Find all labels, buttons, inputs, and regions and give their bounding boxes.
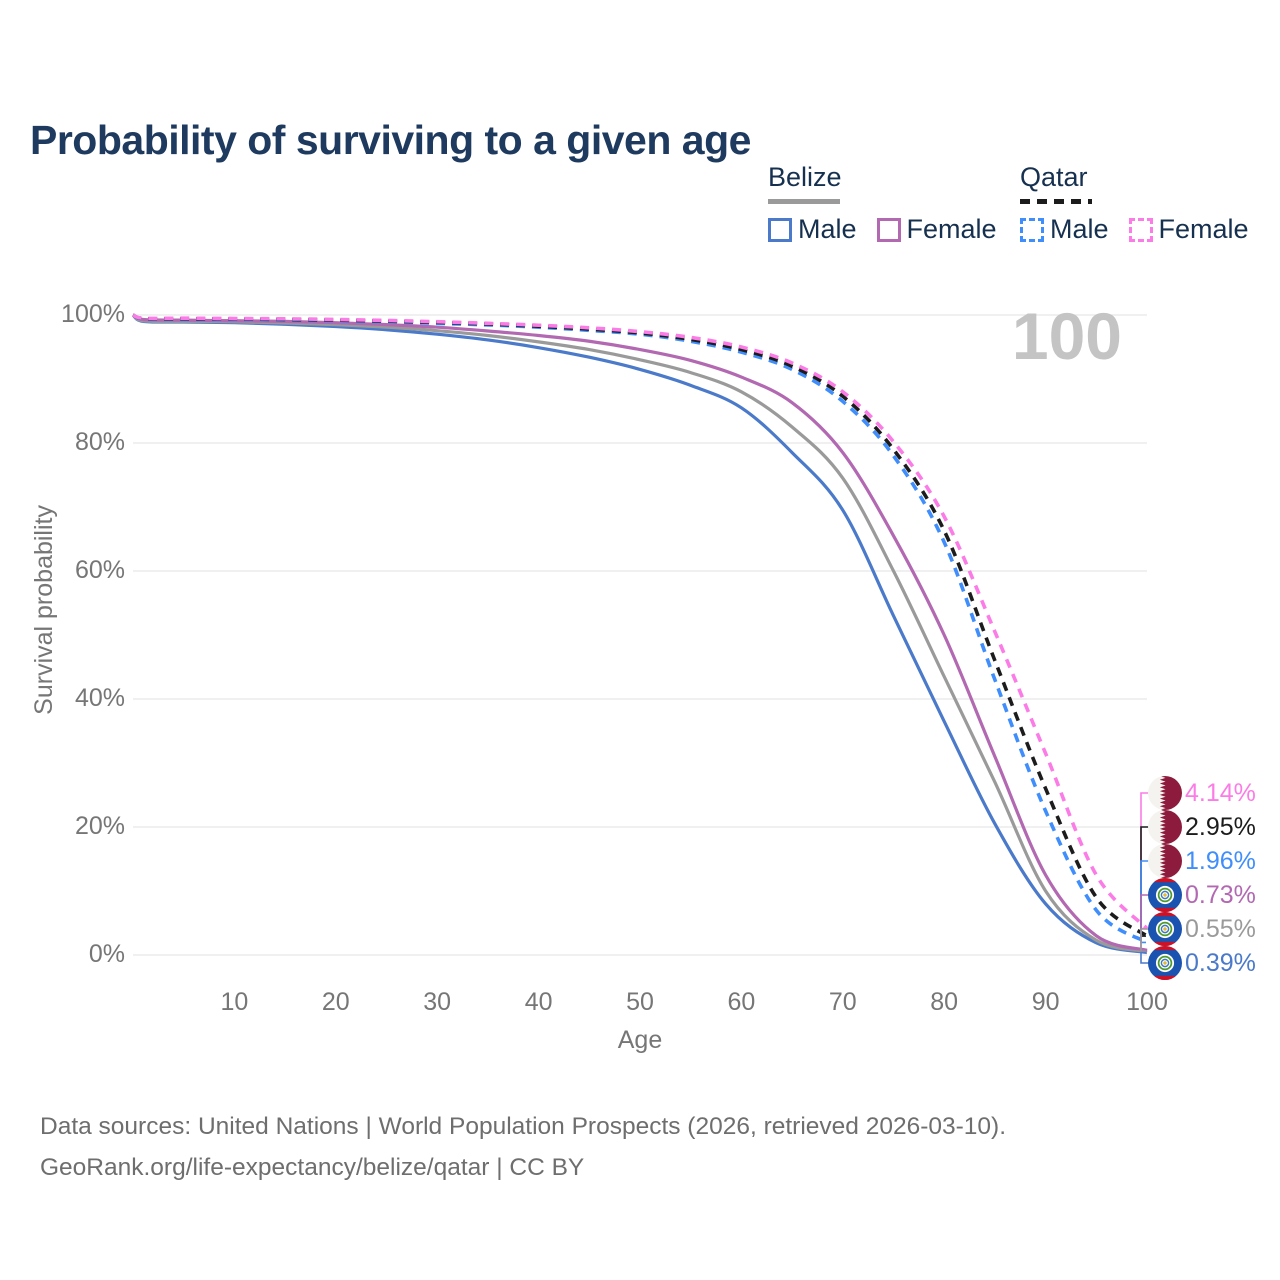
- legend-item-qatar-female[interactable]: Female: [1128, 214, 1249, 245]
- end-label-value: 0.39%: [1185, 948, 1256, 977]
- belize-combined-line-swatch: [768, 199, 840, 204]
- legend-item-qatar-male[interactable]: Male: [1020, 214, 1109, 245]
- page-title: Probability of surviving to a given age: [30, 117, 751, 164]
- legend-belize-female-label: Female: [906, 214, 997, 244]
- qatar-female-swatch-icon: [1128, 217, 1153, 242]
- belize-flag-icon: [1148, 912, 1182, 946]
- end-label-qatar-female: 4.14%: [1148, 775, 1256, 811]
- legend-qatar-label: Qatar: [1020, 162, 1088, 192]
- x-tick-label: 90: [1031, 988, 1060, 1016]
- y-tick-label: 100%: [61, 300, 125, 328]
- belize-male-swatch-icon: [768, 217, 792, 242]
- end-label-belize-male: 0.39%: [1148, 945, 1256, 981]
- legend-country-belize[interactable]: Belize: [768, 162, 997, 204]
- qatar-male-swatch-icon: [1020, 217, 1044, 242]
- y-tick-label: 40%: [74, 684, 125, 712]
- hover-age-watermark: 100: [1011, 299, 1122, 373]
- x-tick-label: 30: [423, 988, 452, 1016]
- end-label-qatar: 2.95%: [1148, 809, 1256, 845]
- y-tick-label: 20%: [74, 812, 125, 840]
- end-label-qatar-male: 1.96%: [1148, 843, 1256, 879]
- legend-belize-male-label: Male: [798, 214, 857, 244]
- data-source-footer: Data sources: United Nations | World Pop…: [40, 1106, 1006, 1188]
- x-tick-label: 20: [321, 988, 350, 1016]
- connector-belize: [1140, 928, 1149, 953]
- x-tick-label: 80: [930, 988, 959, 1016]
- belize-female-swatch-icon: [876, 217, 901, 242]
- legend-item-belize-male[interactable]: Male: [768, 214, 857, 245]
- qatar-flag-icon: [1148, 844, 1182, 878]
- x-tick-label: 100: [1126, 988, 1168, 1016]
- end-label-connectors: [1140, 792, 1149, 964]
- end-label-value: 0.55%: [1185, 914, 1256, 943]
- end-label-belize: 0.55%: [1148, 911, 1256, 947]
- qatar-combined-line-swatch: [1020, 199, 1092, 204]
- data-source-line1: Data sources: United Nations | World Pop…: [40, 1113, 1007, 1140]
- x-axis-title: Age: [617, 1026, 663, 1054]
- legend-qatar-male-label: Male: [1050, 214, 1109, 244]
- end-label-value: 0.73%: [1185, 880, 1256, 909]
- x-tick-label: 70: [828, 988, 857, 1016]
- end-label-value: 4.14%: [1185, 778, 1256, 807]
- x-tick-label: 40: [524, 988, 553, 1016]
- series-line-qatar-male[interactable]: [132, 313, 1148, 945]
- y-tick-label: 80%: [74, 428, 125, 456]
- end-label-value: 1.96%: [1185, 846, 1256, 875]
- connector-belize-male: [1140, 951, 1149, 964]
- series-line-qatar[interactable]: [132, 313, 1149, 938]
- end-label-value: 2.95%: [1185, 812, 1256, 841]
- qatar-flag-icon: [1148, 810, 1182, 844]
- belize-flag-icon: [1148, 946, 1182, 980]
- end-label-belize-female: 0.73%: [1148, 877, 1256, 913]
- legend-belize-label: Belize: [768, 162, 842, 192]
- legend-group-qatar: Qatar Male Female: [1020, 162, 1249, 245]
- x-tick-label: 10: [220, 988, 249, 1016]
- qatar-flag-icon: [1148, 776, 1182, 810]
- legend-qatar-female-label: Female: [1158, 214, 1249, 244]
- series-curves: [131, 313, 1149, 955]
- legend-group-belize: Belize Male Female: [768, 162, 997, 245]
- series-line-qatar-female[interactable]: [132, 313, 1149, 930]
- connector-belize-female: [1140, 894, 1149, 952]
- y-tick-label: 60%: [74, 556, 125, 584]
- belize-flag-icon: [1148, 878, 1182, 912]
- legend-item-belize-female[interactable]: Female: [876, 214, 997, 245]
- data-source-line2: GeoRank.org/life-expectancy/belize/qatar…: [40, 1154, 585, 1181]
- y-tick-label: 0%: [88, 940, 125, 968]
- series-line-belize-female[interactable]: [132, 313, 1148, 952]
- x-tick-label: 50: [626, 988, 654, 1016]
- legend-country-qatar[interactable]: Qatar: [1020, 162, 1249, 204]
- gridlines: [133, 314, 1147, 956]
- x-tick-label: 60: [727, 988, 756, 1016]
